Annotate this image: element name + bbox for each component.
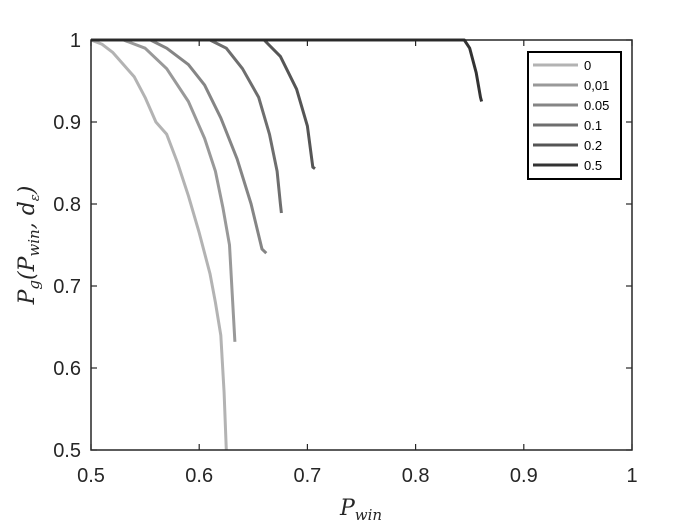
plot-frame	[90, 39, 633, 451]
x-tick-label: 1	[626, 465, 637, 487]
legend-label-4: 0.2	[584, 138, 602, 153]
y-tick-label: 1	[70, 30, 81, 52]
legend-label-0: 0	[584, 58, 591, 73]
series-line-0	[90, 38, 228, 451]
legend-label-2: 0.05	[584, 98, 609, 113]
x-tick-label: 0.6	[185, 465, 213, 487]
legend-label-5: 0.5	[584, 158, 602, 173]
series-line-4	[91, 38, 316, 170]
x-tick-label: 0.7	[293, 465, 321, 487]
legend-box	[527, 51, 622, 180]
x-tick-labels: 0.5 0.6 0.7 0.8 0.9 1	[77, 465, 637, 487]
legend: 0 0,01 0.05 0.1 0.2 0.5	[527, 51, 622, 180]
svg-text:Pg(Pwin, dε): Pg(Pwin, dε)	[15, 186, 43, 306]
y-tick-label: 0.8	[53, 194, 81, 216]
y-tick-labels: 0.5 0.6 0.7 0.8 0.9 1	[53, 30, 81, 462]
series-line-3	[91, 38, 283, 214]
x-tick-label: 0.9	[510, 465, 538, 487]
series-line-2	[91, 38, 268, 255]
legend-label-3: 0.1	[584, 118, 602, 133]
series-line-1	[91, 38, 237, 342]
x-axis-label: Pwin	[339, 496, 382, 524]
x-tick-label: 0.5	[77, 465, 105, 487]
x-tick-label: 0.8	[402, 465, 430, 487]
y-tick-label: 0.7	[53, 276, 81, 298]
series-lines	[90, 38, 484, 451]
y-tick-label: 0.9	[53, 112, 81, 134]
y-tick-label: 0.5	[53, 440, 81, 462]
y-axis-label: Pg(Pwin, dε)	[15, 186, 43, 306]
legend-label-1: 0,01	[584, 78, 609, 93]
axis-ticks	[90, 39, 633, 451]
y-tick-label: 0.6	[53, 358, 81, 380]
